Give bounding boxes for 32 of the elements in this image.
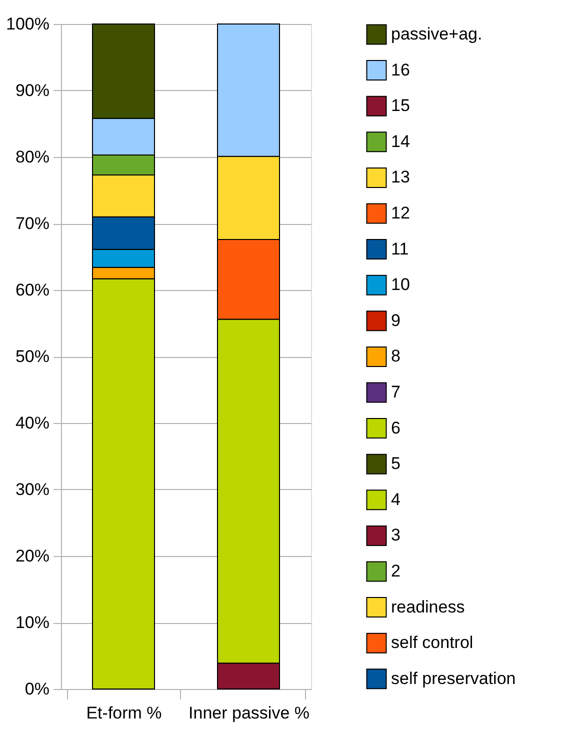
y-tick-label: 40%: [15, 414, 50, 432]
y-tick-label: 90%: [15, 81, 50, 100]
legend-label: 5: [391, 454, 400, 474]
y-tick-label: 100%: [6, 14, 50, 34]
legend-label: 15: [391, 96, 410, 116]
legend-label: 13: [391, 168, 410, 187]
legend-label: 10: [391, 275, 410, 294]
y-tick-label: 70%: [15, 214, 50, 233]
legend-label: self preservation: [391, 668, 516, 688]
y-tick-label: 80%: [15, 148, 50, 166]
legend-label: 9: [391, 310, 400, 330]
x-tick-label: Et-form %: [86, 704, 162, 722]
y-tick-label: 0%: [24, 680, 50, 698]
y-tick-label: 50%: [15, 347, 50, 366]
legend-label: 2: [391, 562, 400, 580]
legend-label: passive+ag.: [391, 24, 482, 44]
legend-label: 16: [391, 60, 410, 80]
legend-label: readiness: [391, 597, 465, 616]
legend-label: 8: [391, 346, 400, 366]
legend-label: 3: [391, 526, 400, 545]
x-tick-label: Inner passive %: [188, 704, 310, 722]
legend-label: 12: [391, 204, 410, 222]
legend-label: 14: [391, 132, 410, 151]
y-tick-label: 30%: [15, 480, 50, 499]
legend-label: 11: [391, 239, 409, 258]
y-tick-label: 20%: [15, 546, 50, 566]
y-tick-label: 60%: [15, 280, 50, 300]
legend-label: 6: [391, 418, 400, 438]
legend-label: self control: [391, 633, 474, 652]
legend-label: 4: [391, 490, 400, 509]
legend-label: 7: [391, 382, 400, 402]
y-tick-label: 10%: [15, 613, 50, 632]
